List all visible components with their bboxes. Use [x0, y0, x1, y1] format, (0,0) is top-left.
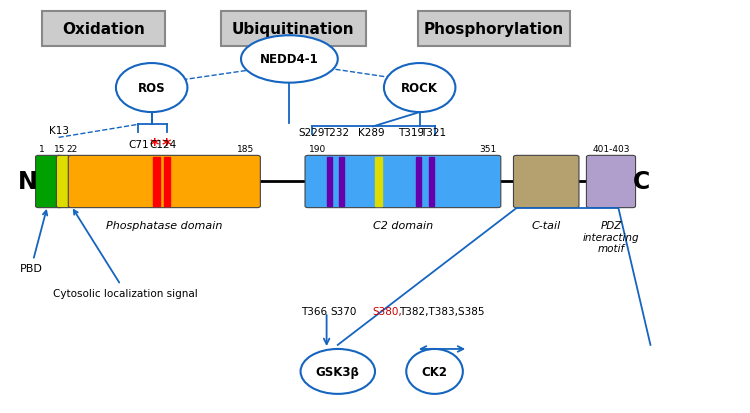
- Text: NEDD4-1: NEDD4-1: [260, 53, 319, 66]
- FancyBboxPatch shape: [220, 12, 366, 47]
- Text: PDZ
interacting
motif: PDZ interacting motif: [583, 221, 639, 254]
- Text: 15: 15: [54, 145, 66, 154]
- Text: C124: C124: [149, 140, 176, 150]
- Ellipse shape: [301, 349, 375, 394]
- Text: Ubiquitination: Ubiquitination: [232, 22, 355, 37]
- Text: 1: 1: [39, 145, 45, 154]
- Text: Cytosolic localization signal: Cytosolic localization signal: [53, 211, 198, 298]
- Text: GSK3β: GSK3β: [316, 365, 360, 378]
- Text: ROCK: ROCK: [401, 82, 438, 95]
- Text: Phosphatase domain: Phosphatase domain: [106, 221, 223, 231]
- Text: C2 domain: C2 domain: [373, 221, 433, 231]
- FancyBboxPatch shape: [514, 156, 579, 208]
- Ellipse shape: [384, 64, 455, 113]
- Ellipse shape: [406, 349, 463, 394]
- Text: T321: T321: [420, 127, 446, 137]
- Text: C-tail: C-tail: [532, 221, 561, 231]
- Text: T232: T232: [323, 127, 350, 137]
- FancyBboxPatch shape: [68, 156, 260, 208]
- Bar: [339, 158, 344, 206]
- Text: S370: S370: [331, 306, 357, 316]
- Text: 401-403: 401-403: [592, 145, 630, 154]
- FancyBboxPatch shape: [56, 156, 71, 208]
- FancyBboxPatch shape: [305, 156, 501, 208]
- Text: S229: S229: [298, 127, 325, 137]
- Text: C71: C71: [128, 140, 148, 150]
- Bar: [164, 158, 170, 206]
- Text: 185: 185: [237, 145, 254, 154]
- Text: 351: 351: [479, 145, 496, 154]
- Bar: [428, 158, 433, 206]
- Text: S380,: S380,: [372, 306, 402, 316]
- Text: K13: K13: [49, 125, 68, 135]
- FancyBboxPatch shape: [586, 156, 635, 208]
- Bar: [326, 158, 332, 206]
- Bar: [416, 158, 422, 206]
- FancyBboxPatch shape: [42, 12, 165, 47]
- Bar: [153, 158, 160, 206]
- Text: PBD: PBD: [20, 211, 47, 273]
- FancyBboxPatch shape: [418, 12, 571, 47]
- Text: N: N: [17, 170, 38, 194]
- Text: 22: 22: [67, 145, 78, 154]
- Ellipse shape: [241, 36, 338, 83]
- Text: ROS: ROS: [138, 82, 166, 95]
- Text: K289: K289: [358, 127, 385, 137]
- Text: Oxidation: Oxidation: [62, 22, 145, 37]
- Text: C: C: [633, 170, 650, 194]
- FancyBboxPatch shape: [35, 156, 62, 208]
- Ellipse shape: [116, 64, 188, 113]
- Text: T319: T319: [398, 127, 424, 137]
- Text: *: *: [150, 136, 160, 154]
- Text: T382,T383,S385: T382,T383,S385: [399, 306, 484, 316]
- Text: *: *: [162, 136, 171, 154]
- Text: 190: 190: [309, 145, 326, 154]
- Bar: [375, 158, 382, 206]
- Text: Phosphorylation: Phosphorylation: [424, 22, 564, 37]
- Text: CK2: CK2: [422, 365, 448, 378]
- Text: T366: T366: [301, 306, 327, 316]
